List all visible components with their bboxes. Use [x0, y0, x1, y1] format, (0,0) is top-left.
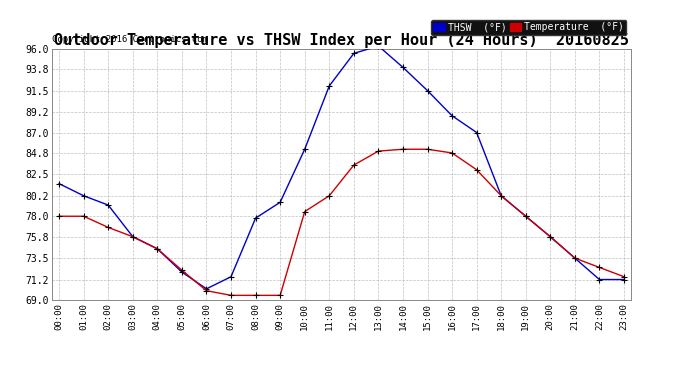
Text: Copyright 2016 Cartronics.com: Copyright 2016 Cartronics.com [52, 35, 208, 44]
Title: Outdoor Temperature vs THSW Index per Hour (24 Hours)  20160825: Outdoor Temperature vs THSW Index per Ho… [54, 33, 629, 48]
Legend: THSW  (°F), Temperature  (°F): THSW (°F), Temperature (°F) [431, 20, 627, 34]
